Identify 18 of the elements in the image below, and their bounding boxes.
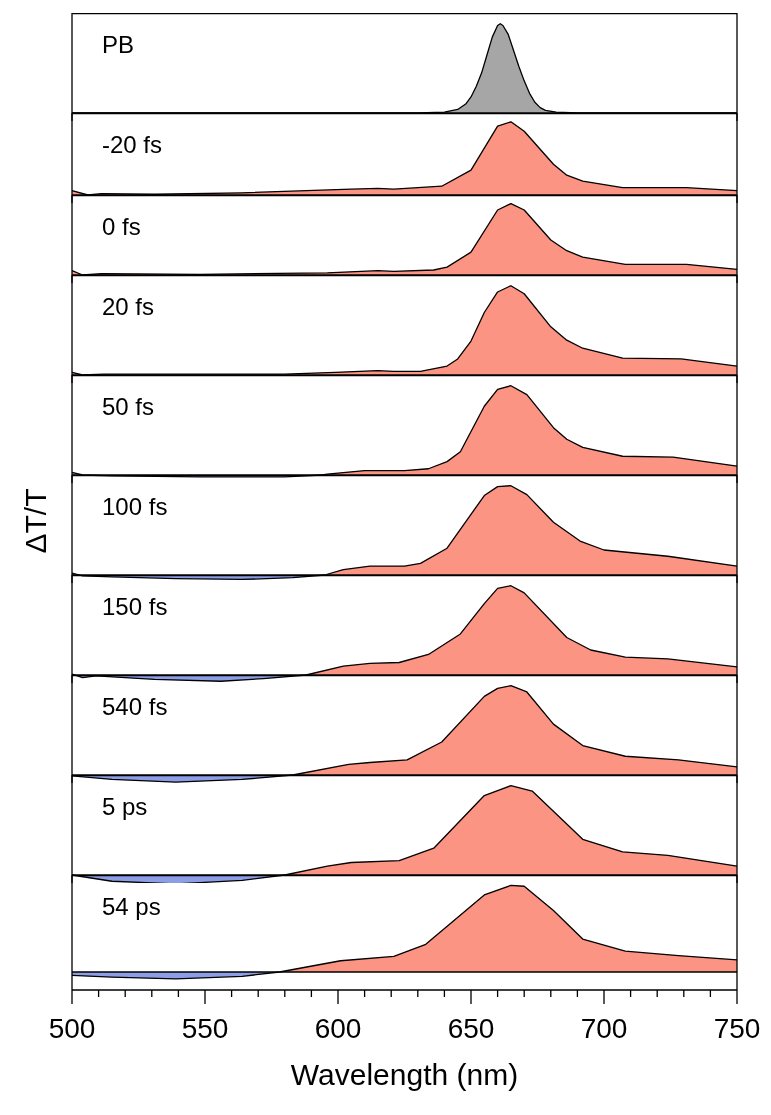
chart-title: 5 ps bbox=[102, 792, 148, 820]
chart-title: 50 fs bbox=[102, 392, 155, 420]
chart-title: 20 fs bbox=[102, 292, 155, 320]
y-axis-title: ΔT/T bbox=[19, 488, 53, 554]
chart-title: 100 fs bbox=[102, 492, 168, 520]
x-tick-label: 750 bbox=[713, 1012, 761, 1044]
chart-title: 540 fs bbox=[102, 692, 168, 720]
chart-title: -20 fs bbox=[102, 130, 163, 158]
x-tick-label: 600 bbox=[314, 1012, 362, 1044]
chart-title: 150 fs bbox=[102, 592, 168, 620]
chart-title: 54 ps bbox=[102, 892, 161, 920]
x-tick-label: 500 bbox=[48, 1012, 96, 1044]
x-tick-label: 650 bbox=[447, 1012, 495, 1044]
x-tick-label: 700 bbox=[580, 1012, 628, 1044]
x-axis-title: Wavelength (nm) bbox=[290, 1058, 519, 1092]
chart-title: PB bbox=[102, 30, 135, 58]
chart-title: 0 fs bbox=[102, 212, 141, 240]
x-tick-label: 550 bbox=[181, 1012, 229, 1044]
